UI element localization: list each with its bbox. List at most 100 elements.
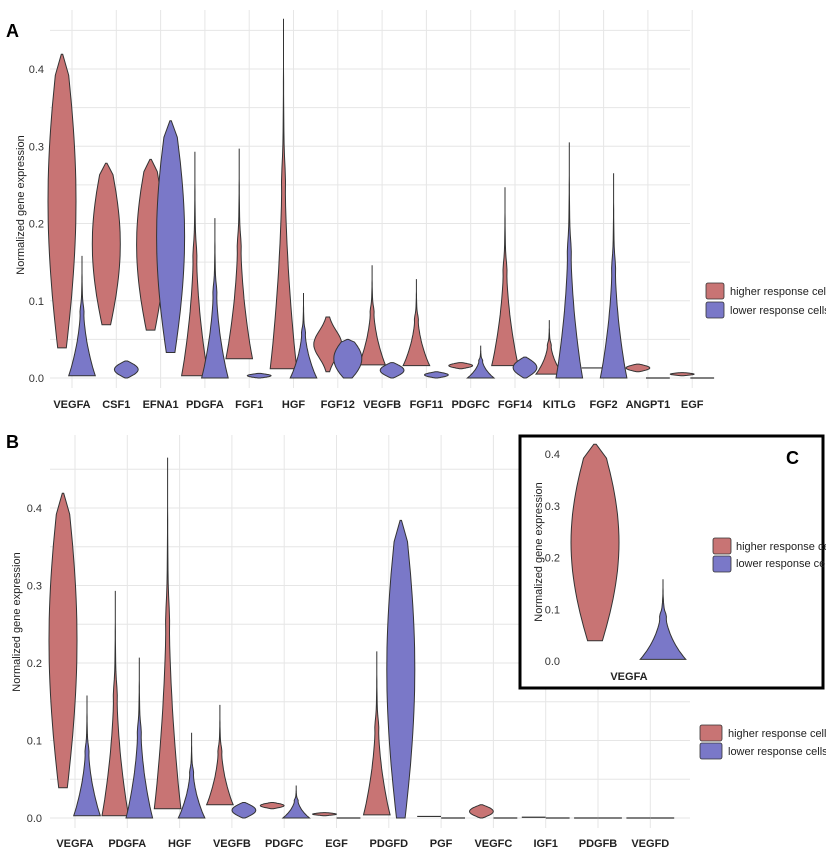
violin-higher-csf1 [91, 162, 121, 326]
x-category-label: PDGFD [370, 838, 409, 850]
panel-a-legend: higher response cells lower response cel… [705, 282, 826, 319]
violin-lower-fgf1 [246, 372, 272, 379]
legend-label-higher: higher response cells [730, 286, 826, 298]
x-category-label: PDGFA [108, 838, 146, 850]
panel-b-legend: higher response cells lower response cel… [699, 724, 826, 760]
x-category-label: FGF2 [590, 399, 618, 411]
x-category-label: VEGFC [474, 838, 512, 850]
violin-lower-fgf14 [512, 356, 538, 379]
violin-higher-fgf1 [225, 148, 254, 360]
y-tick-label: 0.4 [545, 449, 560, 461]
violin-higher-fgf11 [402, 279, 431, 367]
panel-b-y-axis-label: Normalized gene expression [11, 552, 23, 691]
panel-c-y-axis-label: Normalized gene expression [533, 482, 545, 621]
y-tick-label: 0.1 [545, 604, 560, 616]
panel-a-letter: A [6, 21, 19, 41]
violin-lower-vegfb [379, 362, 405, 379]
violin-higher-pdgfa [101, 590, 130, 817]
legend-swatch-lower [705, 301, 725, 319]
x-category-label: EFNA1 [143, 399, 179, 411]
x-category-label: VEGFA [56, 838, 93, 850]
x-category-label: HGF [168, 838, 192, 850]
x-category-label: FGF11 [410, 399, 444, 411]
violin-higher-fgf14 [491, 187, 519, 367]
legend-swatch-higher [712, 537, 732, 555]
violin-higher-kitlg [535, 320, 564, 375]
violin-lower-vegfa [68, 255, 96, 377]
violin-higher-hgf [269, 18, 298, 370]
panel-a-y-axis-label: Normalized gene expression [15, 135, 27, 274]
x-category-label: PDGFC [451, 399, 490, 411]
x-category-label: FGF1 [235, 399, 263, 411]
violin-higher-angpt1 [625, 363, 651, 373]
violin-higher-vegfb [358, 265, 387, 366]
y-tick-label: 0.3 [27, 581, 42, 593]
y-tick-label: 0.3 [545, 501, 560, 513]
y-tick-label: 0.2 [545, 553, 560, 565]
legend-label-lower: lower response cells [730, 305, 826, 317]
violin-higher-pdgfa [181, 151, 209, 377]
violin-lower-pdgfc [281, 785, 311, 819]
violin-higher-egf [311, 812, 338, 817]
y-tick-label: 0.0 [27, 813, 42, 825]
y-tick-label: 0.1 [29, 296, 44, 308]
x-category-label: PDGFC [265, 838, 304, 850]
y-tick-label: 0.2 [27, 658, 42, 670]
violin-lower-hgf [177, 732, 206, 819]
legend-label-higher: higher response cells [728, 728, 826, 740]
panel-b-letter: B [6, 432, 19, 452]
x-category-label: CSF1 [102, 399, 130, 411]
legend-label-lower: lower response cells [728, 746, 826, 758]
violin-lower-vegfa [73, 695, 101, 817]
legend-label-lower: lower response cells [736, 558, 826, 570]
violin-lower-pdgfc [466, 345, 496, 379]
violin-lower-kitlg [555, 142, 584, 379]
panel-b: B 0.0 0.1 0.2 0.3 0.4 VEGFA PDGFA HGF VEGFB PDGF… [6, 432, 826, 850]
x-category-label: VEGFD [631, 838, 669, 850]
violin-higher-pdgfc [259, 802, 285, 810]
y-tick-label: 0.0 [29, 373, 44, 385]
y-tick-label: 0.4 [27, 503, 42, 515]
violin-lower-csf1 [113, 360, 139, 379]
violin-higher-hgf [153, 457, 182, 810]
x-category-label: VEGFA [610, 671, 647, 683]
x-category-label: HGF [282, 399, 306, 411]
legend-swatch-higher [699, 724, 723, 742]
violin-higher-pdgfd [362, 651, 391, 816]
violin-lower-fgf2 [599, 173, 628, 379]
x-category-label: VEGFA [53, 399, 90, 411]
x-category-label: FGF14 [498, 399, 533, 411]
x-category-label: ANGPT1 [626, 399, 671, 411]
x-category-label: EGF [681, 399, 704, 411]
y-tick-label: 0.1 [27, 736, 42, 748]
legend-swatch-higher [705, 282, 725, 300]
x-category-label: IGF1 [533, 838, 557, 850]
panel-c-legend: higher response cells lower response cel… [712, 537, 826, 573]
violin-lower-vegfb [231, 802, 257, 819]
x-category-label: PDGFB [579, 838, 618, 850]
violin-lower-hgf [289, 293, 318, 379]
violin-higher-vegfa [570, 443, 620, 642]
panel-c-letter: C [786, 448, 799, 468]
x-category-label: FGF12 [321, 399, 355, 411]
legend-label-higher: higher response cells [736, 541, 826, 553]
violin-higher-vegfb [205, 704, 234, 806]
violin-lower-pdgfd [386, 519, 416, 819]
violin-lower-fgf11 [423, 371, 449, 379]
violin-lower-pdgfa [200, 218, 229, 379]
y-tick-label: 0.0 [545, 656, 560, 668]
x-category-label: PDGFA [186, 399, 224, 411]
violin-lower-fgf12 [333, 338, 363, 379]
x-category-label: VEGFB [213, 838, 251, 850]
legend-swatch-lower [712, 555, 732, 573]
y-tick-label: 0.2 [29, 219, 44, 231]
x-category-label: PGF [430, 838, 453, 850]
x-category-label: EGF [325, 838, 348, 850]
violin-lower-vegfa [639, 579, 687, 660]
violin-higher-pdgfc [448, 362, 474, 370]
panel-c-inset: C 0.0 0.1 0.2 0.3 0.4 VEGFA Normalized gene … [518, 434, 826, 690]
legend-swatch-lower [699, 742, 723, 760]
y-tick-label: 0.4 [29, 64, 44, 76]
violin-lower-efna1 [156, 120, 186, 353]
